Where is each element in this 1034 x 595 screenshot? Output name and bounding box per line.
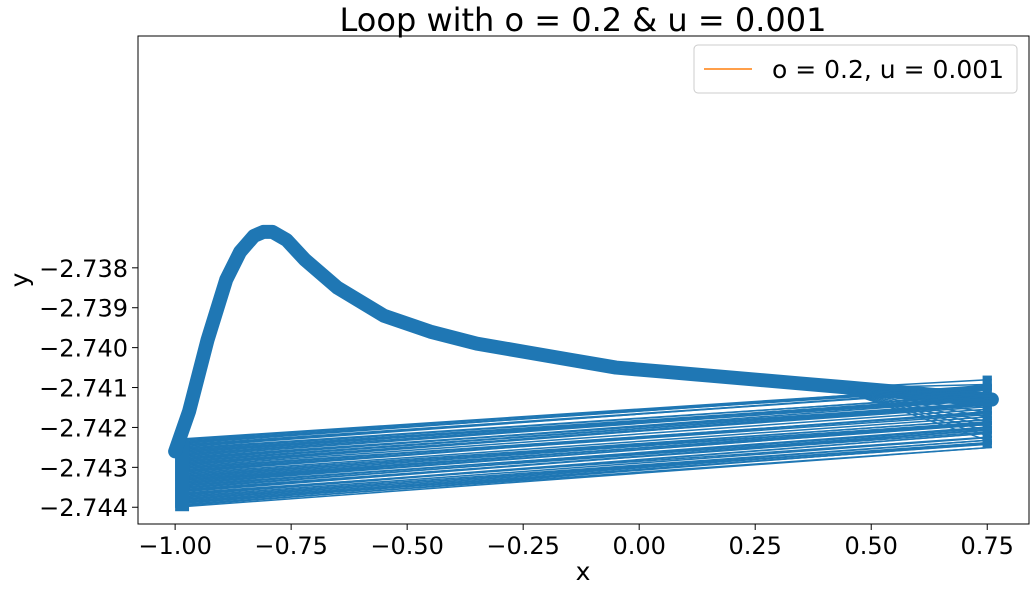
y-tick-label: −2.742	[39, 414, 128, 442]
series-line	[175, 418, 992, 476]
series-line	[175, 402, 992, 463]
series-line	[175, 441, 992, 500]
series-fan-line	[847, 391, 993, 438]
x-tick-label: 0.25	[728, 532, 781, 560]
y-ticks: −2.738 −2.739 −2.740 −2.741 −2.742 −2.743 −2.7…	[39, 255, 138, 522]
series-fan-line	[848, 387, 992, 390]
x-ticks: −1.00 −0.75 −0.50 −0.25 0.00 0.25 0.50 0.75	[138, 524, 1014, 560]
x-tick-label: 0.50	[845, 532, 898, 560]
series-line	[175, 439, 992, 499]
series-line	[175, 413, 992, 472]
series-line	[175, 430, 992, 491]
series-line	[175, 397, 992, 453]
y-tick-label: −2.740	[39, 335, 128, 363]
series-fan-line	[847, 390, 993, 429]
series-line	[175, 402, 992, 459]
series-line	[175, 388, 992, 446]
y-tick-label: −2.741	[39, 375, 128, 403]
y-tick-label: −2.744	[39, 494, 128, 522]
series-line	[175, 412, 992, 469]
series-fan-line	[847, 391, 993, 433]
series-line	[175, 421, 992, 477]
series-line	[175, 446, 992, 506]
series-line	[175, 394, 992, 450]
x-tick-label: −1.00	[138, 532, 212, 560]
x-tick-label: 0.00	[612, 532, 665, 560]
series-line	[175, 428, 992, 489]
series-line	[175, 408, 992, 468]
series-fan-line	[847, 392, 993, 443]
x-tick-label: 0.75	[961, 532, 1014, 560]
legend-label: o = 0.2, u = 0.001	[772, 55, 1004, 84]
y-tick-label: −2.739	[39, 295, 128, 323]
x-tick-label: −0.25	[486, 532, 560, 560]
series-fan-line	[847, 388, 992, 405]
series-line	[175, 396, 992, 452]
series-line	[175, 398, 992, 456]
series-layer	[168, 224, 999, 512]
series-line	[175, 387, 992, 443]
chart-title: Loop with o = 0.2 & u = 0.001	[340, 1, 827, 39]
series-fan-line	[847, 378, 992, 389]
y-tick-label: −2.738	[39, 255, 128, 283]
x-tick-label: −0.75	[254, 532, 328, 560]
right-band	[982, 375, 992, 448]
series-fan-line	[847, 388, 992, 400]
series-line	[175, 405, 992, 465]
series-line	[175, 436, 992, 495]
legend-box	[693, 44, 1018, 94]
x-axis-label: x	[576, 557, 591, 586]
series-line	[175, 443, 992, 504]
y-tick-label: −2.743	[39, 454, 128, 482]
series-line	[175, 423, 992, 481]
y-axis-label: y	[5, 272, 34, 287]
series-line	[175, 436, 992, 498]
x-tick-label: −0.50	[370, 532, 444, 560]
series-fan-line	[847, 389, 993, 419]
series-line	[175, 415, 992, 475]
series-fan-line	[847, 383, 992, 389]
plot-frame	[137, 35, 1030, 525]
series-fan-line	[847, 389, 992, 414]
legend: o = 0.2, u = 0.001	[693, 44, 1018, 94]
series-fan-line	[847, 387, 992, 395]
series-fan-line	[847, 390, 993, 424]
series-line	[175, 427, 992, 487]
series-fan-line	[847, 389, 992, 410]
loop-upper-band	[168, 224, 999, 459]
